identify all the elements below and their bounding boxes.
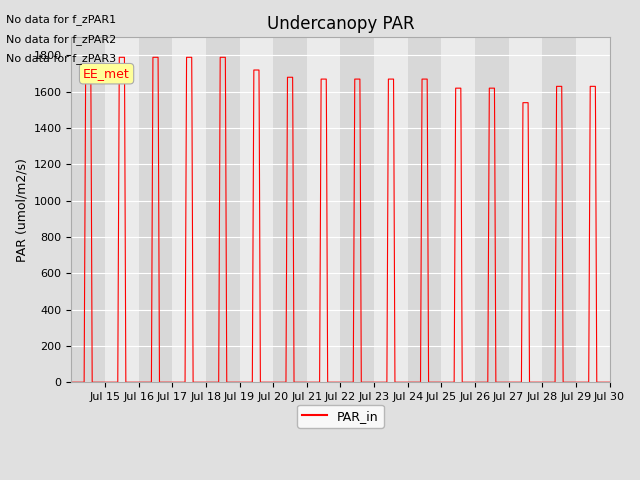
Text: EE_met: EE_met <box>83 67 130 80</box>
Legend: PAR_in: PAR_in <box>297 405 384 428</box>
Bar <box>542 37 576 382</box>
Text: No data for f_zPAR3: No data for f_zPAR3 <box>6 53 116 64</box>
Bar <box>72 37 105 382</box>
Y-axis label: PAR (umol/m2/s): PAR (umol/m2/s) <box>15 158 28 262</box>
Text: No data for f_zPAR2: No data for f_zPAR2 <box>6 34 116 45</box>
Text: No data for f_zPAR1: No data for f_zPAR1 <box>6 14 116 25</box>
Bar <box>475 37 509 382</box>
Bar <box>273 37 307 382</box>
Title: Undercanopy PAR: Undercanopy PAR <box>267 15 414 33</box>
Bar <box>408 37 442 382</box>
Bar <box>139 37 172 382</box>
Bar <box>206 37 239 382</box>
Bar <box>340 37 374 382</box>
